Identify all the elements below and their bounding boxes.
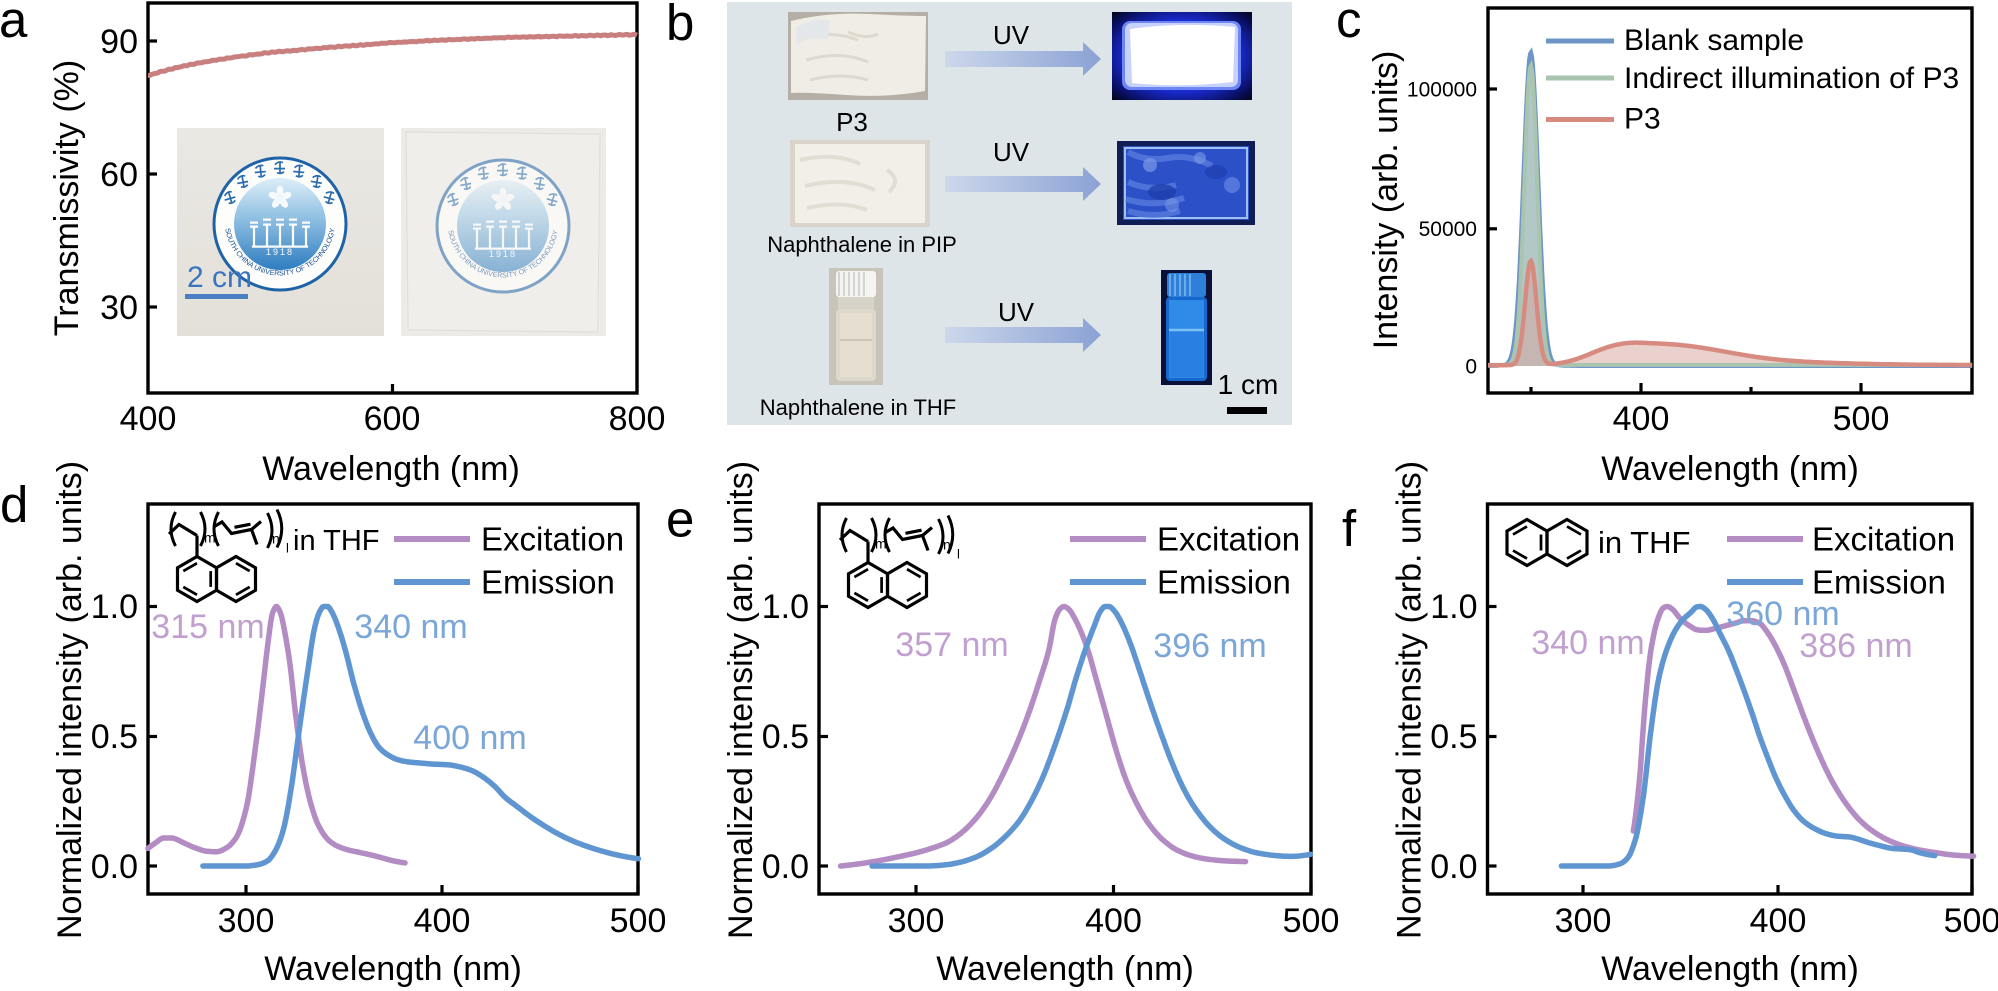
svg-text:P3: P3 bbox=[1624, 103, 1661, 136]
svg-text:UV: UV bbox=[993, 137, 1030, 167]
svg-text:Emission: Emission bbox=[481, 564, 615, 601]
svg-text:400: 400 bbox=[414, 902, 471, 940]
svg-text:30: 30 bbox=[100, 289, 138, 327]
svg-text:0: 0 bbox=[1465, 356, 1477, 379]
svg-text:50000: 50000 bbox=[1419, 218, 1477, 241]
svg-text:Transmissivity (%): Transmissivity (%) bbox=[48, 60, 86, 336]
svg-text:0.5: 0.5 bbox=[762, 718, 809, 756]
svg-text:500: 500 bbox=[1283, 902, 1340, 940]
svg-text:Naphthalene in PIP: Naphthalene in PIP bbox=[767, 232, 957, 257]
svg-text:Normalized intensity (arb. uni: Normalized intensity (arb. units) bbox=[722, 461, 760, 939]
svg-text:90: 90 bbox=[100, 23, 138, 61]
svg-text:m: m bbox=[875, 536, 887, 552]
svg-text:357 nm: 357 nm bbox=[895, 626, 1008, 664]
svg-text:360 nm: 360 nm bbox=[1726, 595, 1839, 633]
svg-text:315 nm: 315 nm bbox=[151, 608, 264, 646]
svg-text:0.5: 0.5 bbox=[91, 718, 138, 756]
svg-text:400: 400 bbox=[1613, 400, 1670, 438]
svg-text:Wavelength (nm): Wavelength (nm) bbox=[1601, 950, 1859, 988]
svg-text:500: 500 bbox=[610, 902, 667, 940]
svg-text:Normalized intensity (arb. uni: Normalized intensity (arb. units) bbox=[1391, 461, 1429, 939]
svg-text:Wavelength (nm): Wavelength (nm) bbox=[1601, 450, 1859, 488]
svg-text:UV: UV bbox=[998, 297, 1035, 327]
svg-text:Wavelength (nm): Wavelength (nm) bbox=[264, 950, 522, 988]
svg-text:in THF: in THF bbox=[1598, 525, 1690, 560]
svg-text:c: c bbox=[1336, 0, 1362, 48]
svg-text:n: n bbox=[943, 537, 951, 553]
svg-text:0.5: 0.5 bbox=[1430, 718, 1477, 756]
svg-text:1.0: 1.0 bbox=[91, 588, 138, 626]
svg-text:Normalized intensity (arb. uni: Normalized intensity (arb. units) bbox=[51, 461, 89, 939]
svg-text:a: a bbox=[0, 0, 28, 48]
svg-text:340 nm: 340 nm bbox=[1531, 624, 1644, 662]
svg-text:Indirect illumination of P3: Indirect illumination of P3 bbox=[1624, 62, 1959, 95]
svg-text:400: 400 bbox=[1085, 902, 1142, 940]
svg-text:1918: 1918 bbox=[489, 249, 517, 259]
svg-text:800: 800 bbox=[609, 400, 666, 438]
svg-text:Excitation: Excitation bbox=[1157, 521, 1300, 558]
svg-text:Emission: Emission bbox=[1812, 564, 1946, 601]
svg-text:1.0: 1.0 bbox=[762, 588, 809, 626]
svg-text:f: f bbox=[1342, 500, 1357, 557]
svg-text:0.0: 0.0 bbox=[762, 848, 809, 886]
svg-text:0.0: 0.0 bbox=[1430, 848, 1477, 886]
svg-text:P3: P3 bbox=[836, 107, 868, 137]
svg-text:Naphthalene in THF: Naphthalene in THF bbox=[760, 395, 957, 420]
svg-text:Wavelength (nm): Wavelength (nm) bbox=[262, 450, 520, 488]
svg-text:in THF: in THF bbox=[293, 525, 379, 557]
svg-text:340 nm: 340 nm bbox=[354, 608, 467, 646]
svg-text:Intensity (arb. units): Intensity (arb. units) bbox=[1367, 51, 1405, 350]
svg-text:1.0: 1.0 bbox=[1430, 588, 1477, 626]
svg-text:l: l bbox=[957, 547, 960, 562]
svg-text:300: 300 bbox=[218, 902, 275, 940]
svg-text:500: 500 bbox=[1833, 400, 1890, 438]
svg-text:100000: 100000 bbox=[1407, 79, 1477, 102]
svg-text:400: 400 bbox=[1750, 902, 1807, 940]
svg-text:60: 60 bbox=[100, 156, 138, 194]
svg-text:b: b bbox=[666, 0, 694, 51]
svg-text:300: 300 bbox=[888, 902, 945, 940]
svg-text:1918: 1918 bbox=[266, 247, 294, 257]
svg-text:600: 600 bbox=[364, 400, 421, 438]
svg-text:Wavelength (nm): Wavelength (nm) bbox=[936, 950, 1194, 988]
svg-text:2 cm: 2 cm bbox=[187, 261, 252, 294]
svg-text:Blank sample: Blank sample bbox=[1624, 24, 1804, 57]
svg-text:m: m bbox=[204, 530, 216, 546]
svg-text:396 nm: 396 nm bbox=[1153, 627, 1266, 665]
svg-text:e: e bbox=[666, 491, 694, 548]
svg-text:Excitation: Excitation bbox=[1812, 521, 1955, 558]
svg-text:400 nm: 400 nm bbox=[413, 719, 526, 757]
svg-text:386 nm: 386 nm bbox=[1799, 627, 1912, 665]
svg-text:300: 300 bbox=[1555, 902, 1612, 940]
svg-text:UV: UV bbox=[993, 20, 1030, 50]
svg-text:d: d bbox=[0, 476, 28, 533]
svg-text:400: 400 bbox=[120, 400, 177, 438]
svg-text:Emission: Emission bbox=[1157, 564, 1291, 601]
svg-text:l: l bbox=[286, 541, 289, 556]
svg-text:n: n bbox=[272, 531, 280, 547]
svg-text:1 cm: 1 cm bbox=[1218, 369, 1279, 400]
svg-text:Excitation: Excitation bbox=[481, 521, 624, 558]
svg-text:500: 500 bbox=[1944, 902, 1998, 940]
svg-text:0.0: 0.0 bbox=[91, 848, 138, 886]
